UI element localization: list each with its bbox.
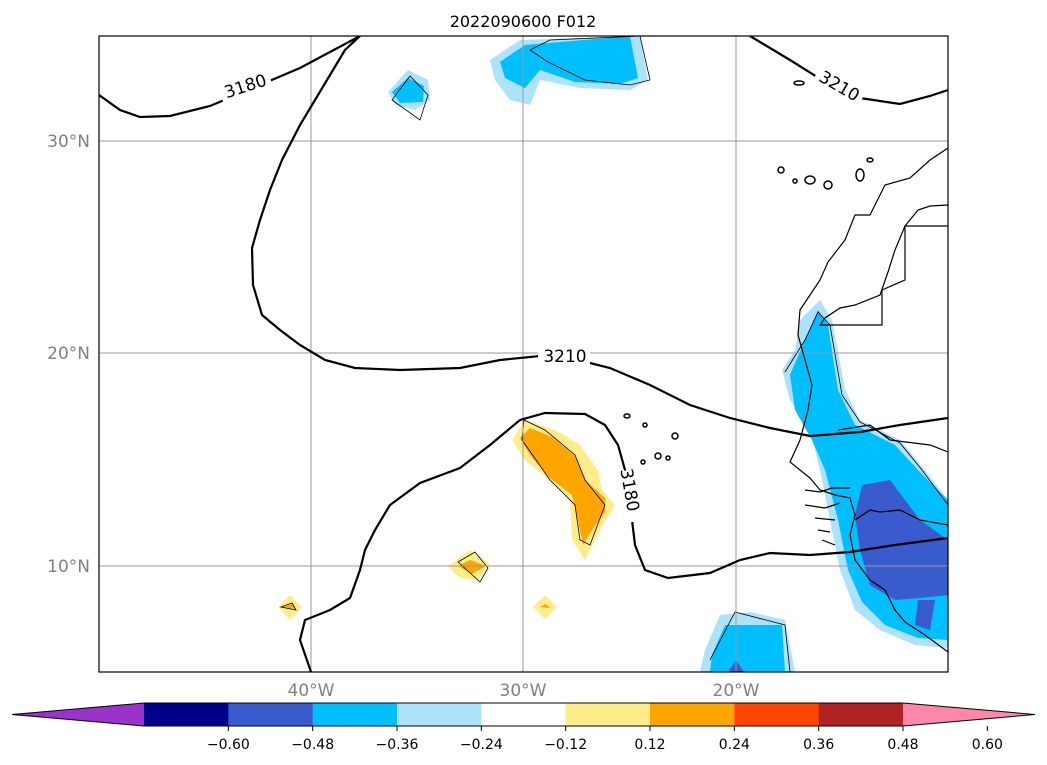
- contour-3210-main: [250, 36, 948, 438]
- colorbar-segment: [397, 703, 482, 726]
- colorbar-segment: [144, 703, 229, 726]
- thin-anomaly-contours: [279, 36, 948, 672]
- island-cape-verde-2: [642, 422, 648, 428]
- colorbar-extend-high: [903, 703, 1035, 726]
- colorbar-segment: [312, 703, 398, 726]
- colorbar-segment: [481, 703, 567, 726]
- island-canary-7: [866, 157, 874, 163]
- island-canary-4: [804, 175, 816, 185]
- map-panel: 3180 3210 3210 3180: [99, 36, 948, 672]
- island-cape-verde-1: [623, 413, 631, 419]
- shade-region-africa-dark-2: [915, 600, 935, 630]
- contour-label-3210-center: 3210: [543, 347, 586, 367]
- island-canary-1: [793, 80, 805, 86]
- shaded-anomaly-regions: [278, 36, 948, 672]
- shade-region-small-north-core: [392, 78, 424, 103]
- shade-region-south: [710, 625, 785, 672]
- colorbar-tick-label: −0.24: [460, 737, 503, 753]
- island-cape-verde-6: [640, 459, 646, 465]
- colorbar-tick-label: 0.24: [719, 737, 750, 753]
- colorbar-tick-label: −0.12: [544, 737, 587, 753]
- shade-region-pos-small-1-core: [458, 560, 486, 574]
- lat-label-30n: 30°N: [47, 132, 90, 152]
- shade-region-pos-small-2-core: [283, 604, 296, 609]
- islands: [623, 80, 874, 465]
- colorbar-segment: [818, 703, 904, 726]
- island-cape-verde-4: [654, 452, 662, 460]
- lon-label-20w: 20°W: [713, 681, 760, 701]
- shade-region-africa-dark: [855, 480, 948, 600]
- shade-region-pos: [520, 428, 605, 545]
- map-frame: [98, 35, 949, 673]
- island-canary-3: [792, 178, 798, 184]
- colorbar-tick-label: −0.60: [207, 737, 250, 753]
- colorbar: −0.60 −0.48 −0.36 −0.24 −0.12 0.12 0.24 0.36 0.4…: [11, 702, 1036, 753]
- lat-label-10n: 10°N: [47, 557, 90, 577]
- island-canary-6: [855, 168, 865, 182]
- lon-label-40w: 40°W: [288, 681, 335, 701]
- gridlines: [99, 36, 948, 672]
- island-cape-verde-3: [671, 432, 679, 440]
- colorbar-tick-label: 0.48: [887, 737, 918, 753]
- figure-title: 2022090600 F012: [450, 12, 597, 31]
- colorbar-tick-label: 0.36: [803, 737, 834, 753]
- island-cape-verde-5: [665, 455, 671, 461]
- contour-3180-south: [298, 411, 948, 672]
- colorbar-tick-label: −0.36: [376, 737, 419, 753]
- lon-label-30w: 30°W: [500, 681, 547, 701]
- lat-label-20n: 20°N: [47, 344, 90, 364]
- colorbar-segment: [565, 703, 651, 726]
- island-canary-5: [823, 180, 833, 190]
- coastlines: [789, 147, 948, 653]
- colorbar-segment: [734, 703, 820, 726]
- colorbar-tick-label: 0.60: [972, 737, 1003, 753]
- contour-3180-north: [99, 36, 361, 119]
- shade-region-pos-small-3-core: [540, 604, 550, 608]
- colorbar-extend-low: [12, 703, 144, 726]
- colorbar-tick-label: −0.48: [291, 737, 334, 753]
- colorbar-outline: [11, 702, 1036, 727]
- colorbar-tick-label: 0.12: [634, 737, 665, 753]
- colorbar-segment: [228, 703, 314, 726]
- shade-region-north: [500, 36, 638, 88]
- island-canary-2: [777, 166, 785, 174]
- colorbar-segment: [650, 703, 735, 726]
